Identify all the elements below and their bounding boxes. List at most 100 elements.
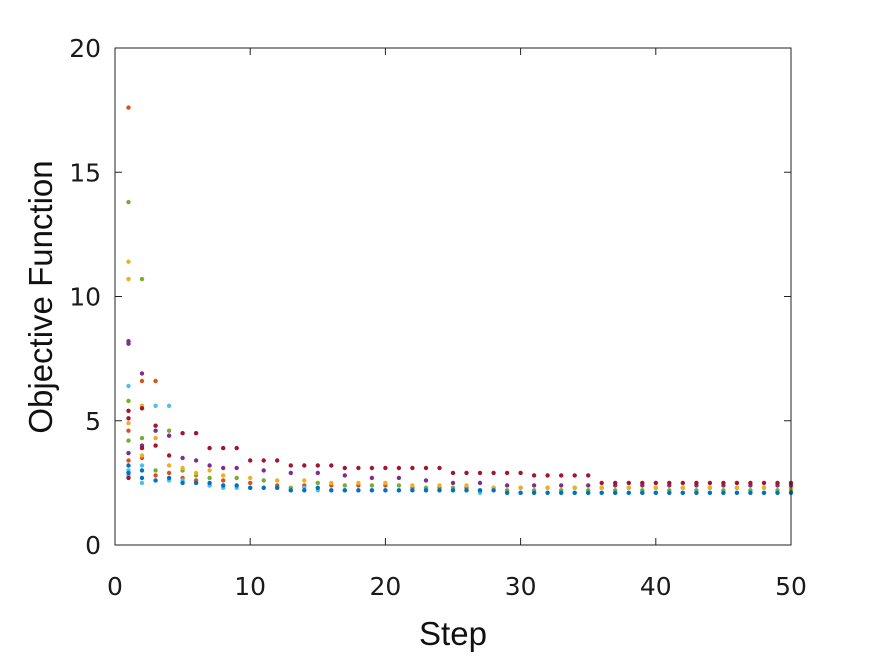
- y-axis-label: Objective Function: [22, 160, 59, 433]
- data-point: [261, 458, 266, 463]
- data-point: [559, 483, 564, 488]
- data-point: [248, 458, 253, 463]
- data-point: [599, 490, 604, 495]
- data-point: [139, 435, 145, 441]
- data-point: [166, 433, 172, 438]
- data-point: [288, 488, 293, 493]
- data-point: [586, 473, 591, 478]
- data-point: [288, 470, 293, 476]
- data-point: [261, 468, 266, 473]
- data-point: [599, 485, 604, 490]
- data-point: [518, 490, 523, 495]
- data-point: [153, 403, 158, 408]
- data-point: [383, 488, 388, 493]
- data-point: [694, 490, 699, 495]
- data-point: [166, 475, 172, 481]
- data-point: [342, 488, 347, 493]
- data-point: [193, 480, 199, 486]
- data-point: [139, 475, 145, 481]
- data-point: [761, 480, 767, 486]
- data-point: [126, 421, 131, 426]
- data-points: [126, 105, 794, 495]
- data-point: [586, 483, 591, 488]
- data-point: [396, 483, 402, 488]
- data-point: [640, 480, 645, 486]
- data-point: [626, 480, 631, 486]
- data-point: [329, 488, 334, 493]
- data-point: [545, 490, 550, 495]
- data-point: [423, 488, 429, 493]
- data-point: [613, 480, 618, 486]
- data-point: [369, 465, 375, 471]
- x-tick-label: 20: [369, 572, 401, 601]
- data-point: [166, 453, 172, 458]
- x-axis-label: Step: [419, 615, 487, 652]
- data-point: [153, 473, 158, 478]
- data-point: [504, 470, 510, 476]
- data-point: [369, 488, 375, 493]
- data-point: [302, 478, 307, 483]
- data-point: [356, 488, 361, 493]
- data-point: [302, 463, 307, 468]
- data-point: [748, 490, 753, 495]
- data-point: [761, 490, 767, 495]
- data-point: [410, 483, 415, 488]
- data-point: [369, 483, 375, 488]
- data-point: [342, 473, 347, 478]
- data-point: [734, 490, 740, 495]
- data-point: [248, 480, 253, 486]
- y-tick-label: 10: [69, 283, 101, 312]
- data-point: [139, 468, 145, 473]
- data-point: [207, 463, 212, 468]
- data-point: [166, 470, 172, 476]
- data-point: [464, 483, 469, 488]
- data-point: [139, 371, 145, 376]
- data-point: [613, 490, 618, 495]
- data-point: [667, 480, 672, 486]
- data-point: [423, 465, 429, 471]
- data-point: [180, 455, 185, 461]
- data-point: [193, 458, 199, 463]
- data-point: [518, 485, 523, 490]
- data-point: [234, 465, 239, 471]
- data-point: [153, 378, 158, 384]
- y-tick-label: 15: [69, 158, 101, 187]
- data-point: [302, 488, 307, 493]
- data-point: [126, 470, 131, 476]
- data-point: [221, 473, 226, 478]
- data-point: [437, 488, 442, 493]
- data-point: [423, 478, 429, 483]
- x-tick-label: 30: [505, 572, 537, 601]
- data-point: [126, 475, 131, 481]
- data-point: [761, 485, 767, 490]
- data-point: [545, 473, 550, 478]
- data-point: [166, 463, 172, 468]
- data-point: [288, 463, 293, 468]
- data-point: [207, 445, 212, 451]
- data-point: [640, 490, 645, 495]
- data-point: [126, 341, 131, 346]
- data-point: [369, 475, 375, 481]
- data-point: [410, 488, 415, 493]
- data-point: [450, 470, 456, 476]
- data-point: [572, 473, 577, 478]
- x-tick-label: 10: [234, 572, 266, 601]
- data-point: [139, 480, 145, 486]
- data-point: [221, 483, 226, 488]
- data-point: [139, 445, 145, 451]
- data-point: [315, 480, 320, 486]
- data-point: [166, 403, 172, 408]
- data-point: [193, 470, 199, 476]
- data-point: [329, 463, 334, 468]
- data-point: [315, 463, 320, 468]
- data-point: [261, 485, 266, 490]
- data-point: [221, 445, 226, 451]
- data-point: [139, 276, 145, 282]
- data-point: [491, 488, 496, 493]
- data-point: [126, 458, 131, 463]
- data-point: [626, 490, 631, 495]
- data-point: [180, 431, 185, 436]
- data-point: [721, 490, 726, 495]
- data-point: [680, 490, 685, 495]
